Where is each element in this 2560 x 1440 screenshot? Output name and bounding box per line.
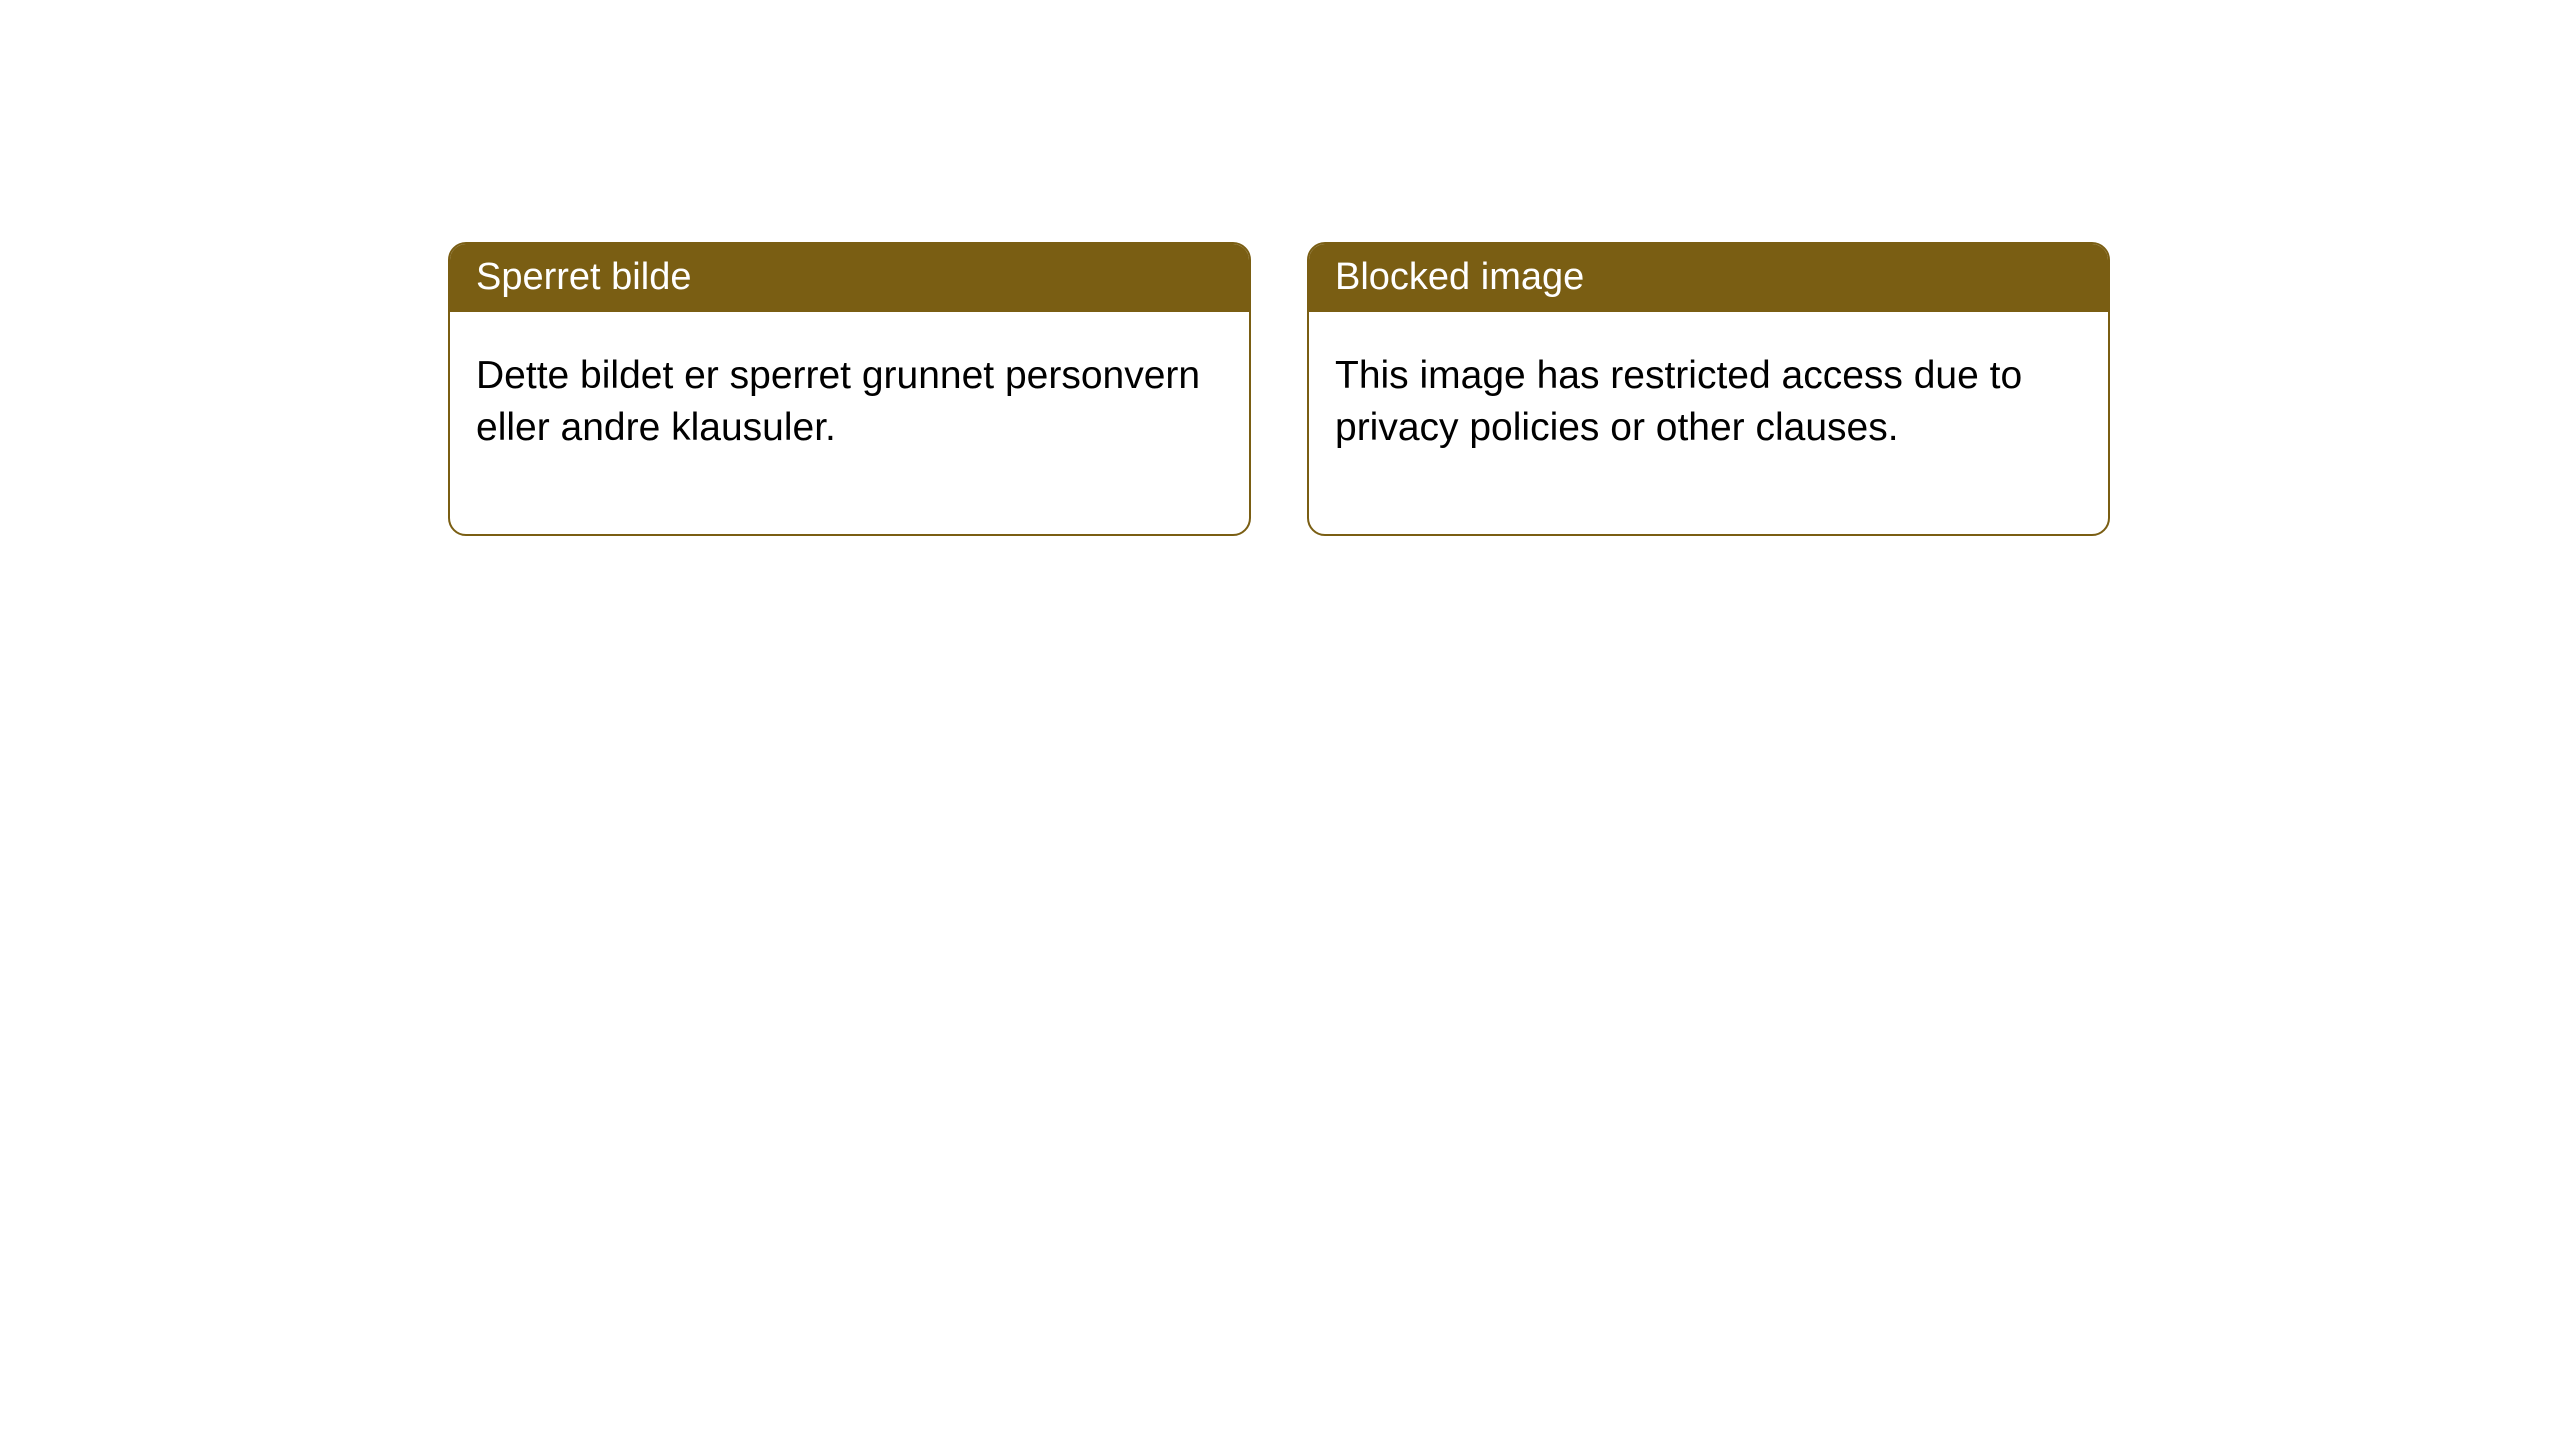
card-message-no: Dette bildet er sperret grunnet personve… [476,354,1200,449]
card-header-en: Blocked image [1309,244,2108,312]
card-body-no: Dette bildet er sperret grunnet personve… [450,312,1249,534]
notice-container: Sperret bilde Dette bildet er sperret gr… [0,0,2560,536]
card-header-no: Sperret bilde [450,244,1249,312]
card-title-no: Sperret bilde [476,256,691,298]
card-title-en: Blocked image [1335,256,1584,298]
blocked-image-card-no: Sperret bilde Dette bildet er sperret gr… [448,242,1251,536]
card-message-en: This image has restricted access due to … [1335,354,2022,449]
blocked-image-card-en: Blocked image This image has restricted … [1307,242,2110,536]
card-body-en: This image has restricted access due to … [1309,312,2108,534]
